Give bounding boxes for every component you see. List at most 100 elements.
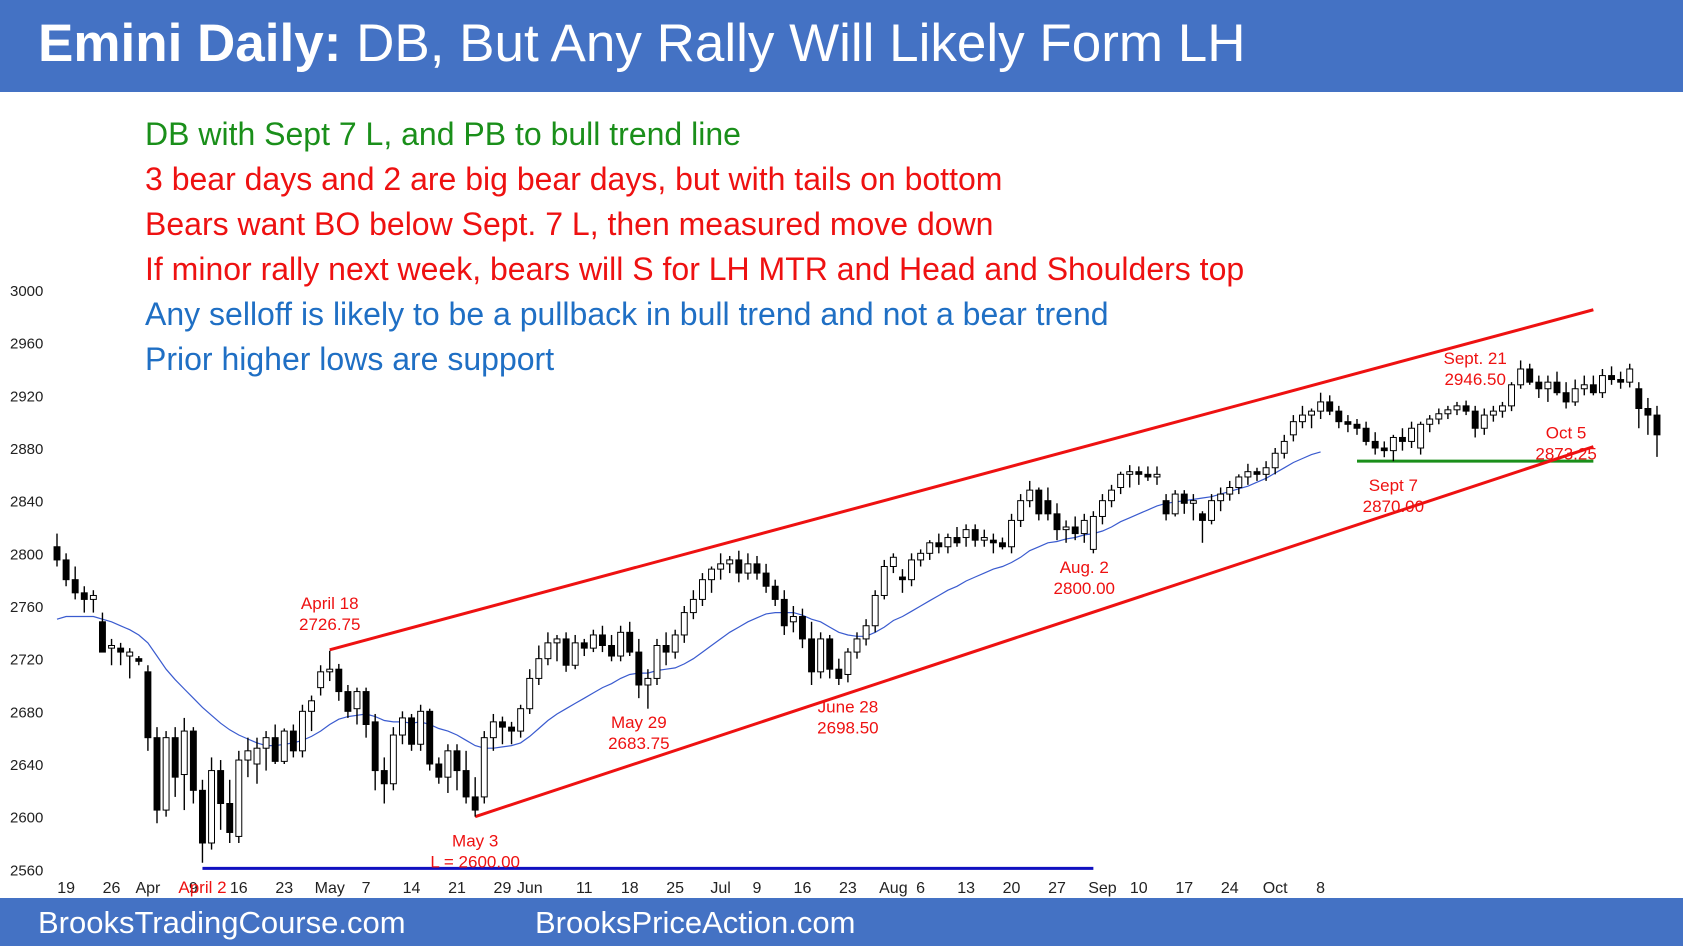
x-tick-label: 25 bbox=[666, 880, 684, 897]
x-tick-label: 27 bbox=[1048, 880, 1066, 897]
candle-body bbox=[589, 634, 597, 649]
candle-body bbox=[1099, 500, 1106, 517]
candle-body bbox=[1499, 405, 1506, 412]
candle-body bbox=[771, 585, 779, 600]
x-tick-label: 19 bbox=[57, 880, 75, 897]
candle-body bbox=[1644, 408, 1652, 416]
x-tick-label: 13 bbox=[957, 880, 975, 897]
swing-label: May 29 bbox=[611, 713, 667, 732]
candle-body bbox=[1117, 473, 1125, 489]
candle-body bbox=[1326, 401, 1334, 412]
candle-body bbox=[680, 612, 688, 636]
candle-body bbox=[426, 710, 434, 765]
title-banner: Emini Daily: DB, But Any Rally Will Like… bbox=[0, 0, 1683, 92]
x-tick-label: May bbox=[315, 880, 345, 897]
swing-label: 2800.00 bbox=[1054, 579, 1115, 598]
candle-body bbox=[1008, 519, 1015, 548]
candle-body bbox=[1217, 493, 1225, 502]
candle-body bbox=[408, 717, 416, 745]
x-tick-label: 29 bbox=[494, 880, 512, 897]
x-tick-label: 9 bbox=[189, 880, 198, 897]
swing-label: Oct 5 bbox=[1546, 424, 1587, 443]
candle-body bbox=[489, 721, 497, 739]
candle-body bbox=[399, 717, 406, 736]
x-tick-label: 14 bbox=[403, 880, 421, 897]
candle-body bbox=[1417, 423, 1425, 449]
candle-body bbox=[371, 721, 379, 772]
candle-body bbox=[726, 559, 734, 565]
candle-body bbox=[1562, 392, 1570, 403]
candle-body bbox=[326, 668, 334, 673]
candle-body bbox=[699, 579, 706, 600]
candle-body bbox=[1089, 515, 1097, 550]
candle-body bbox=[1571, 388, 1579, 403]
y-tick-label: 2800 bbox=[10, 546, 43, 563]
candle-body bbox=[1153, 473, 1161, 478]
candle-body bbox=[1289, 421, 1297, 436]
candle-body bbox=[926, 542, 934, 554]
candle-body bbox=[1408, 427, 1416, 442]
candle-body bbox=[1480, 414, 1488, 429]
candle-body bbox=[1462, 405, 1470, 412]
candle-body bbox=[999, 542, 1006, 548]
x-tick-label: 18 bbox=[621, 880, 639, 897]
x-tick-label: 9 bbox=[753, 880, 762, 897]
swing-label: 2946.50 bbox=[1444, 370, 1505, 389]
candle-body bbox=[1362, 427, 1370, 442]
swing-label: Aug. 2 bbox=[1060, 558, 1109, 577]
y-tick-label: 2880 bbox=[10, 441, 43, 458]
note-line: If minor rally next week, bears will S f… bbox=[145, 251, 1245, 287]
candle-body bbox=[453, 750, 461, 772]
x-tick-label: 8 bbox=[1316, 880, 1325, 897]
candle-body bbox=[1380, 447, 1388, 452]
swing-label: 2683.75 bbox=[608, 734, 669, 753]
candle-body bbox=[1526, 368, 1534, 383]
candle-body bbox=[208, 770, 216, 844]
swing-label: 2873.25 bbox=[1535, 445, 1596, 464]
candle-body bbox=[1344, 421, 1352, 425]
x-tick-label: Apr bbox=[135, 880, 161, 897]
candle-body bbox=[1017, 500, 1025, 521]
candle-body bbox=[889, 556, 897, 567]
candle-body bbox=[1308, 410, 1316, 416]
candle-body bbox=[144, 671, 152, 739]
candle-body bbox=[989, 539, 997, 544]
candle-body bbox=[1062, 526, 1070, 531]
candle-body bbox=[1189, 500, 1197, 504]
x-tick-label: Oct bbox=[1263, 880, 1288, 897]
chart-title-rest: DB, But Any Rally Will Likely Form LH bbox=[341, 14, 1246, 73]
candle-body bbox=[1280, 440, 1288, 454]
swing-label: 2870.00 bbox=[1363, 497, 1424, 516]
candle-body bbox=[444, 750, 452, 778]
candle-body bbox=[1553, 381, 1561, 394]
candle-body bbox=[271, 737, 279, 762]
candle-body bbox=[1353, 423, 1361, 429]
candle-body bbox=[1317, 401, 1325, 412]
y-tick-label: 2840 bbox=[10, 494, 43, 511]
candle-body bbox=[135, 658, 143, 662]
candle-body bbox=[1544, 381, 1552, 390]
candle-body bbox=[844, 651, 852, 675]
candle-body bbox=[235, 759, 243, 837]
candle-body bbox=[808, 638, 815, 673]
candle-body bbox=[835, 668, 843, 679]
candle-body bbox=[499, 721, 506, 728]
candle-body bbox=[80, 592, 88, 600]
candle-body bbox=[662, 645, 670, 653]
x-tick-label: 23 bbox=[275, 880, 293, 897]
candle-body bbox=[1108, 489, 1116, 502]
candle-body bbox=[1580, 384, 1588, 390]
candle-body bbox=[417, 710, 425, 745]
candle-body bbox=[335, 668, 343, 693]
candle-body bbox=[708, 568, 715, 581]
x-tick-label: Jun bbox=[517, 880, 543, 897]
candle-body bbox=[1426, 418, 1434, 425]
candle-body bbox=[1035, 489, 1043, 515]
y-tick-label: 2720 bbox=[10, 652, 43, 669]
x-tick-label: Jul bbox=[710, 880, 730, 897]
swing-label: May 3 bbox=[452, 832, 498, 851]
candle-body bbox=[435, 763, 443, 778]
analysis-notes: DB with Sept 7 L, and PB to bull trend l… bbox=[145, 112, 1244, 382]
candle-body bbox=[1435, 413, 1443, 420]
note-line: DB with Sept 7 L, and PB to bull trend l… bbox=[145, 116, 741, 152]
